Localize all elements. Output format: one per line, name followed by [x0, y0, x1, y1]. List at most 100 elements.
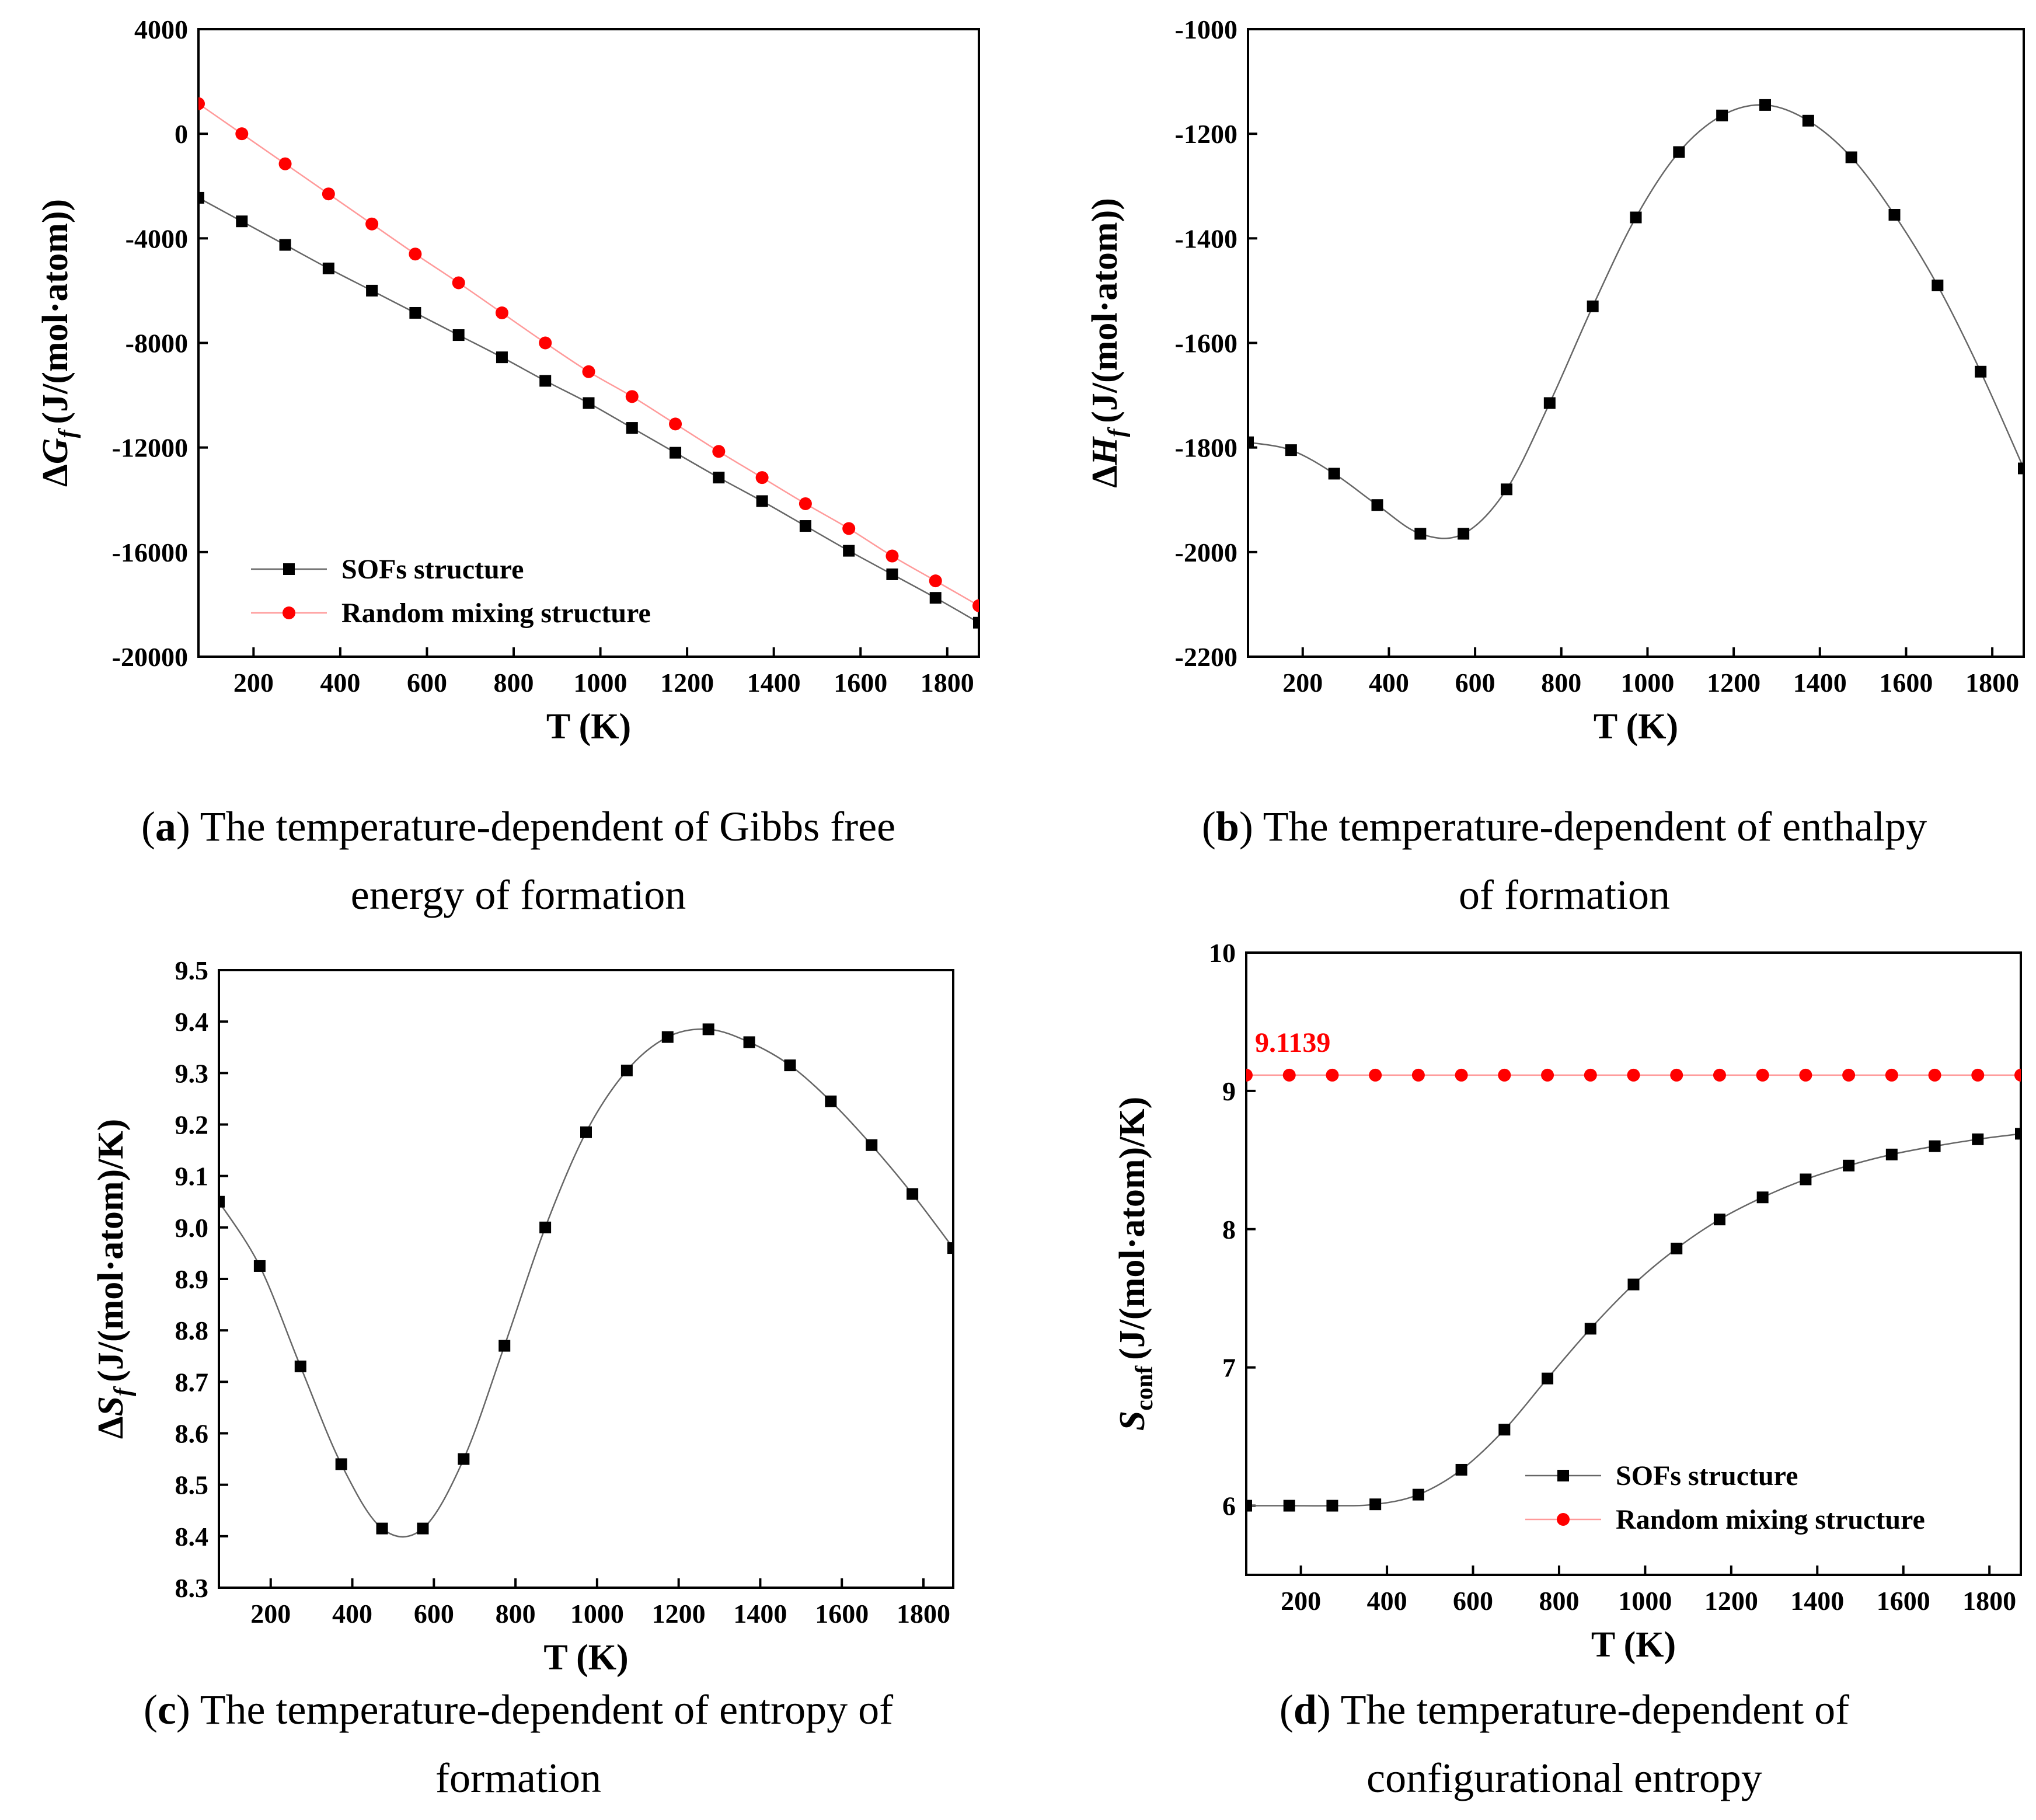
data-point	[2015, 1128, 2021, 1140]
data-point	[1800, 1173, 1812, 1186]
data-point	[1455, 1463, 1467, 1476]
y-tick-label: -1400	[1175, 224, 1237, 253]
caption-line: (b) The temperature-dependent of enthalp…	[1202, 803, 1927, 850]
x-axis-title: T (K)	[1594, 707, 1678, 747]
data-point	[1928, 1068, 1941, 1082]
caption-line: of formation	[1459, 871, 1670, 918]
y-axis-letter: H	[1085, 436, 1125, 466]
data-point	[582, 365, 595, 378]
data-point	[1371, 499, 1383, 511]
x-tick-label: 400	[1367, 1586, 1407, 1616]
y-tick-label: 9.2	[175, 1110, 209, 1140]
data-point	[1455, 1068, 1468, 1082]
data-point	[1542, 1372, 1554, 1385]
y-axis-symbol: S	[1113, 1411, 1152, 1431]
x-tick-label: 1800	[1962, 1586, 2016, 1616]
data-point	[626, 422, 638, 434]
y-tick-label: -2000	[1175, 538, 1237, 567]
data-point	[713, 472, 725, 484]
data-point	[973, 616, 979, 629]
data-point	[1369, 1498, 1382, 1511]
x-tick-label: 800	[496, 1599, 536, 1629]
y-tick-label: -4000	[125, 224, 188, 253]
data-point	[278, 157, 292, 170]
data-point	[1627, 1068, 1640, 1082]
y-tick-label: 8.9	[175, 1264, 209, 1294]
x-tick-label: 1000	[570, 1599, 624, 1629]
data-point	[1673, 146, 1685, 158]
x-tick-label: 600	[1455, 668, 1495, 698]
data-point	[929, 592, 942, 604]
data-point	[929, 574, 942, 588]
data-point	[799, 497, 812, 510]
data-point	[583, 397, 595, 409]
x-tick-label: 1400	[733, 1599, 787, 1629]
legend-marker	[283, 606, 295, 619]
chart-b: 200 400 600 800 1000 1200 1400 1600 1800 -2200 -20…	[1085, 15, 2025, 747]
x-tick-label: 200	[250, 1599, 291, 1629]
plot-area	[198, 97, 979, 629]
data-point	[1369, 1068, 1382, 1082]
caption-line: energy of formation	[351, 871, 686, 918]
x-tick-label: 400	[332, 1599, 372, 1629]
y-tick-label: -8000	[125, 329, 188, 358]
data-point	[1412, 1488, 1424, 1501]
data-point	[495, 306, 508, 319]
data-point	[452, 329, 465, 341]
data-point	[1543, 397, 1556, 409]
y-tick-label: -1200	[1175, 119, 1237, 149]
data-point	[279, 239, 291, 251]
x-tick-label: 1800	[921, 668, 974, 698]
data-point	[1630, 211, 1642, 224]
data-point	[1671, 1242, 1683, 1254]
y-tick-label: -1800	[1175, 433, 1237, 463]
plot-frame	[218, 969, 954, 1589]
y-tick-label: 7	[1222, 1353, 1236, 1383]
plot-area	[1246, 1068, 2021, 1512]
data-point	[1328, 468, 1340, 480]
data-point	[1414, 528, 1427, 540]
caption-text: The temperature-dependent of Gibbs free	[200, 803, 895, 850]
y-tick-label: 9.3	[175, 1058, 209, 1088]
x-tick-label: 1800	[897, 1599, 950, 1629]
data-point	[1759, 99, 1771, 111]
legend-label: SOFs structure	[1616, 1460, 1798, 1491]
y-tick-label: -20000	[112, 642, 188, 672]
data-point	[625, 390, 639, 403]
data-point	[1885, 1068, 1898, 1082]
caption-a: (a) The temperature-dependent of Gibbs f…	[141, 803, 895, 918]
caption-paren-close: )	[1317, 1686, 1341, 1733]
data-point	[1885, 1148, 1898, 1160]
caption-tag: d	[1294, 1686, 1317, 1733]
x-tick-label: 800	[1541, 668, 1581, 698]
data-point	[670, 447, 682, 459]
data-point	[539, 1221, 552, 1233]
series-line-0	[198, 197, 979, 623]
data-point	[1975, 365, 1987, 378]
legend-label: SOFs structure	[341, 554, 524, 585]
data-point	[1756, 1068, 1769, 1082]
data-point	[409, 247, 422, 261]
data-point	[843, 545, 855, 557]
data-point	[799, 520, 811, 532]
data-point	[1246, 1068, 1253, 1082]
data-point	[198, 97, 205, 110]
legend: SOFs structure Random mixing structure	[1525, 1460, 1925, 1535]
y-tick-label: 9.5	[175, 956, 209, 985]
data-point	[1285, 444, 1297, 456]
caption-b: (b) The temperature-dependent of enthalp…	[1202, 803, 1927, 918]
data-point	[198, 191, 204, 204]
y-axis-title: ΔHf (J/(mol·atom))	[1085, 198, 1131, 488]
data-point	[580, 1126, 592, 1138]
data-point	[1845, 151, 1857, 163]
caption-paren-close: )	[176, 803, 200, 850]
caption-paren-open: (	[1202, 803, 1216, 850]
data-point	[947, 1242, 953, 1254]
chart-c: 200 400 600 800 1000 1200 1400 1600 1800 8.3 8.4 8.…	[91, 956, 954, 1678]
data-point	[1411, 1068, 1425, 1082]
annotation-label: 9.1139	[1255, 1027, 1330, 1058]
x-tick-label: 200	[1282, 668, 1323, 698]
caption-tag: a	[155, 803, 176, 850]
x-tick-label: 1600	[1877, 1586, 1930, 1616]
x-tick-label: 600	[1453, 1586, 1493, 1616]
